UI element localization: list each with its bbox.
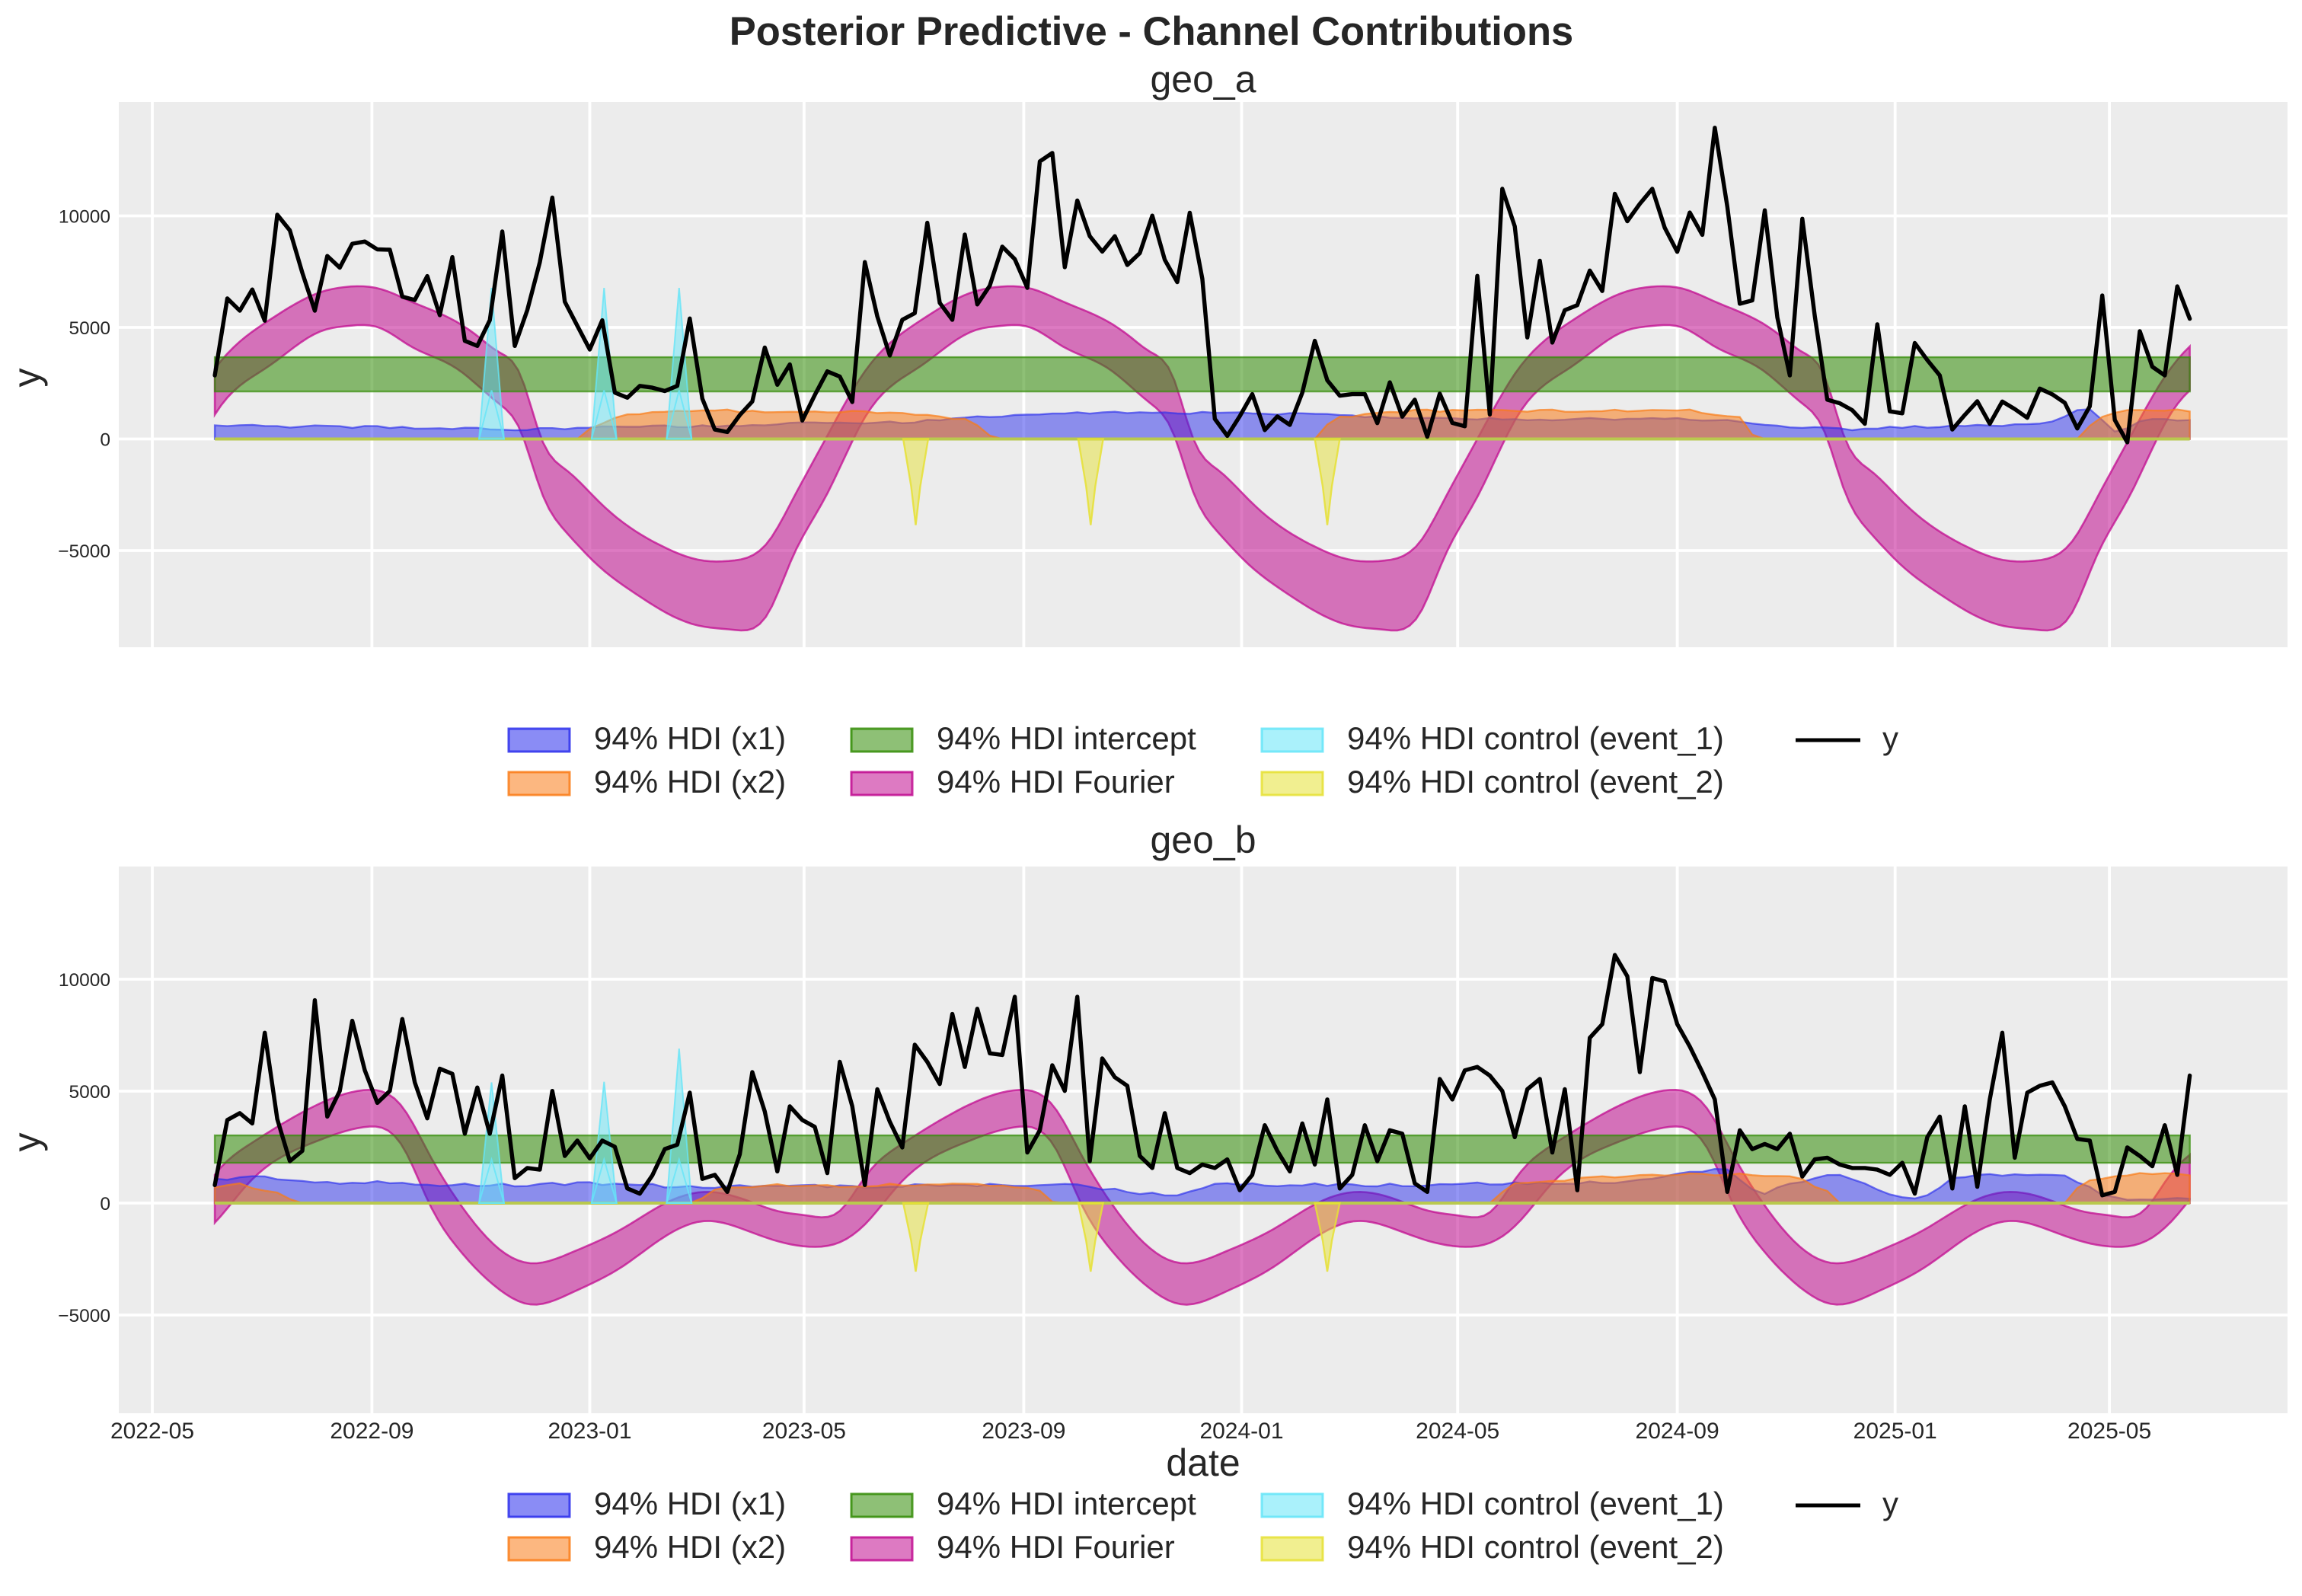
svg-text:2023-01: 2023-01 [548, 1419, 631, 1444]
svg-text:94% HDI intercept: 94% HDI intercept [937, 1486, 1196, 1521]
svg-text:2024-01: 2024-01 [1199, 1419, 1283, 1444]
svg-text:2023-05: 2023-05 [762, 1419, 846, 1444]
svg-text:94% HDI control (event_1): 94% HDI control (event_1) [1347, 1486, 1724, 1521]
svg-text:0: 0 [100, 430, 110, 451]
svg-text:geo_b: geo_b [1150, 819, 1256, 861]
svg-text:94% HDI (x2): 94% HDI (x2) [594, 764, 786, 800]
svg-text:5000: 5000 [69, 318, 110, 339]
svg-text:2024-05: 2024-05 [1416, 1419, 1499, 1444]
svg-text:94% HDI control (event_1): 94% HDI control (event_1) [1347, 720, 1724, 756]
svg-text:−5000: −5000 [58, 1306, 110, 1326]
svg-text:94% HDI (x1): 94% HDI (x1) [594, 1486, 786, 1521]
svg-text:y: y [5, 369, 48, 388]
svg-text:0: 0 [100, 1194, 110, 1215]
svg-text:2025-01: 2025-01 [1853, 1419, 1937, 1444]
svg-text:2024-09: 2024-09 [1636, 1419, 1719, 1444]
svg-text:y: y [1882, 1486, 1898, 1521]
svg-text:2022-09: 2022-09 [330, 1419, 413, 1444]
svg-text:5000: 5000 [69, 1082, 110, 1103]
svg-text:94% HDI control (event_2): 94% HDI control (event_2) [1347, 764, 1724, 800]
svg-text:y: y [5, 1133, 48, 1152]
svg-text:94% HDI control (event_2): 94% HDI control (event_2) [1347, 1529, 1724, 1565]
svg-text:10000: 10000 [59, 207, 110, 228]
svg-text:2025-05: 2025-05 [2067, 1419, 2151, 1444]
svg-text:2023-09: 2023-09 [982, 1419, 1065, 1444]
svg-text:date: date [1166, 1441, 1240, 1484]
svg-text:Posterior Predictive - Channel: Posterior Predictive - Channel Contribut… [730, 9, 1573, 54]
svg-text:94% HDI intercept: 94% HDI intercept [937, 720, 1196, 756]
svg-text:94% HDI (x2): 94% HDI (x2) [594, 1529, 786, 1565]
svg-text:94% HDI Fourier: 94% HDI Fourier [937, 764, 1175, 800]
svg-text:94% HDI Fourier: 94% HDI Fourier [937, 1529, 1175, 1565]
svg-text:94% HDI (x1): 94% HDI (x1) [594, 720, 786, 756]
svg-text:geo_a: geo_a [1150, 58, 1256, 101]
svg-text:y: y [1882, 720, 1898, 756]
svg-text:10000: 10000 [59, 970, 110, 991]
svg-text:2022-05: 2022-05 [110, 1419, 194, 1444]
svg-text:−5000: −5000 [58, 541, 110, 562]
